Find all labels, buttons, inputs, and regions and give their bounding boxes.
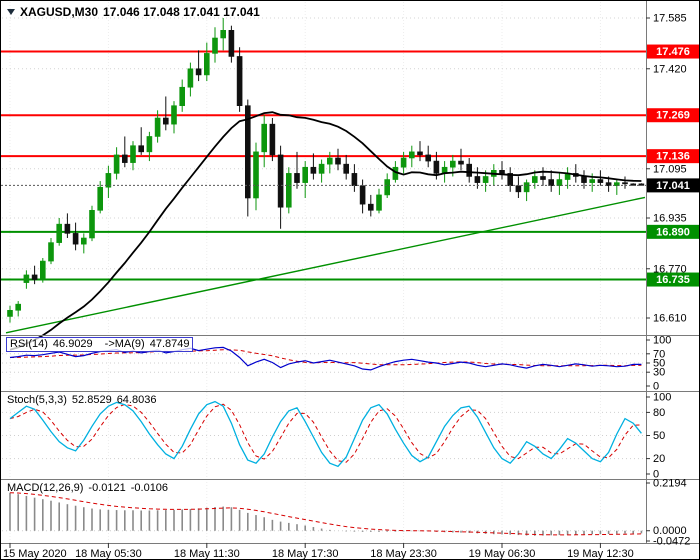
price-badge xyxy=(647,149,699,164)
stoch-indicator-label: Stoch(5,3,3) 52.8529 64.8036 xyxy=(7,394,156,406)
stoch-name: Stoch(5,3,3) xyxy=(7,394,67,406)
ma-line xyxy=(9,111,642,351)
svg-text:15 May 2020: 15 May 2020 xyxy=(3,548,67,560)
price-axis[interactable]: 17.58517.42017.09516.93516.77016.6101007… xyxy=(646,13,690,548)
svg-text:17.095: 17.095 xyxy=(653,163,687,175)
macd-signal-value: -0.0106 xyxy=(130,482,169,494)
svg-text:17.269: 17.269 xyxy=(656,110,690,122)
trendline[interactable] xyxy=(5,196,646,334)
svg-text:17.476: 17.476 xyxy=(656,46,690,58)
svg-text:80: 80 xyxy=(653,407,665,419)
svg-text:18 May 23:30: 18 May 23:30 xyxy=(370,548,437,560)
symbol-dropdown-icon[interactable] xyxy=(7,9,15,15)
svg-text:17.420: 17.420 xyxy=(653,63,687,75)
svg-text:0.0000: 0.0000 xyxy=(653,525,687,537)
svg-text:16.735: 16.735 xyxy=(656,274,690,286)
rsi-indicator-label: RSI(14) 46.9029 ->MA(9) 47.8749 xyxy=(6,337,194,352)
stoch-k-line xyxy=(9,400,642,468)
horizontal-levels[interactable] xyxy=(1,50,646,281)
svg-text:0: 0 xyxy=(653,469,659,481)
svg-text:16.890: 16.890 xyxy=(656,226,690,238)
macd-indicator-label: MACD(12,26,9) -0.0121 -0.0106 xyxy=(7,482,168,494)
price-badge xyxy=(647,44,699,59)
price-badge xyxy=(647,108,699,123)
main-grid xyxy=(2,17,646,319)
vertical-grid xyxy=(9,2,601,543)
svg-text:100: 100 xyxy=(653,335,671,347)
svg-text:16.770: 16.770 xyxy=(653,263,687,275)
svg-text:30: 30 xyxy=(653,367,665,379)
macd-signal-line xyxy=(9,492,642,536)
candles xyxy=(7,18,645,323)
svg-text:17.136: 17.136 xyxy=(656,151,690,163)
macd-pane xyxy=(2,492,646,536)
rsi-value: 46.9029 xyxy=(52,338,93,350)
price-badge xyxy=(647,178,699,193)
macd-value: -0.0121 xyxy=(88,482,126,494)
rsi-ma-name: ->MA(9) xyxy=(104,338,145,350)
svg-text:70: 70 xyxy=(653,348,665,360)
svg-text:17.585: 17.585 xyxy=(653,13,687,25)
price-badge xyxy=(647,224,699,239)
time-axis[interactable]: 15 May 2020 18 May 05:30 18 May 11:30 18 Ma… xyxy=(3,543,634,560)
rsi-ma-value: 47.8749 xyxy=(149,338,190,350)
svg-text:17.041: 17.041 xyxy=(656,180,690,192)
price-badge xyxy=(647,272,699,287)
stoch-d-value: 64.8036 xyxy=(116,394,157,406)
svg-text:19 May 06:30: 19 May 06:30 xyxy=(469,548,536,560)
svg-text:20: 20 xyxy=(653,453,665,465)
svg-text:50: 50 xyxy=(653,358,665,370)
svg-text:50: 50 xyxy=(653,430,665,442)
chart-title: XAGUSD,M30 17.046 17.048 17.041 17.041 xyxy=(7,5,260,19)
price-badges: 17.476 17.269 17.136 16.890 16.735 17.041 xyxy=(647,44,699,287)
ohlc-quotes: 17.046 17.048 17.041 17.041 xyxy=(103,5,260,19)
svg-text:16.935: 16.935 xyxy=(653,213,687,225)
stoch-k-value: 52.8529 xyxy=(71,394,112,406)
svg-text:100: 100 xyxy=(653,392,671,404)
svg-text:18 May 05:30: 18 May 05:30 xyxy=(75,548,142,560)
symbol-timeframe-label: XAGUSD,M30 xyxy=(20,5,99,19)
stoch-pane xyxy=(2,400,646,468)
svg-text:0.2194: 0.2194 xyxy=(653,478,687,490)
svg-text:18 May 11:30: 18 May 11:30 xyxy=(174,548,240,560)
macd-name: MACD(12,26,9) xyxy=(7,482,84,494)
rsi-name: RSI(14) xyxy=(10,338,48,350)
svg-text:16.610: 16.610 xyxy=(653,313,687,325)
svg-text:-0.0472: -0.0472 xyxy=(653,536,690,548)
svg-text:18 May 17:30: 18 May 17:30 xyxy=(272,548,339,560)
svg-text:0: 0 xyxy=(653,381,659,393)
svg-text:19 May 12:30: 19 May 12:30 xyxy=(567,548,634,560)
